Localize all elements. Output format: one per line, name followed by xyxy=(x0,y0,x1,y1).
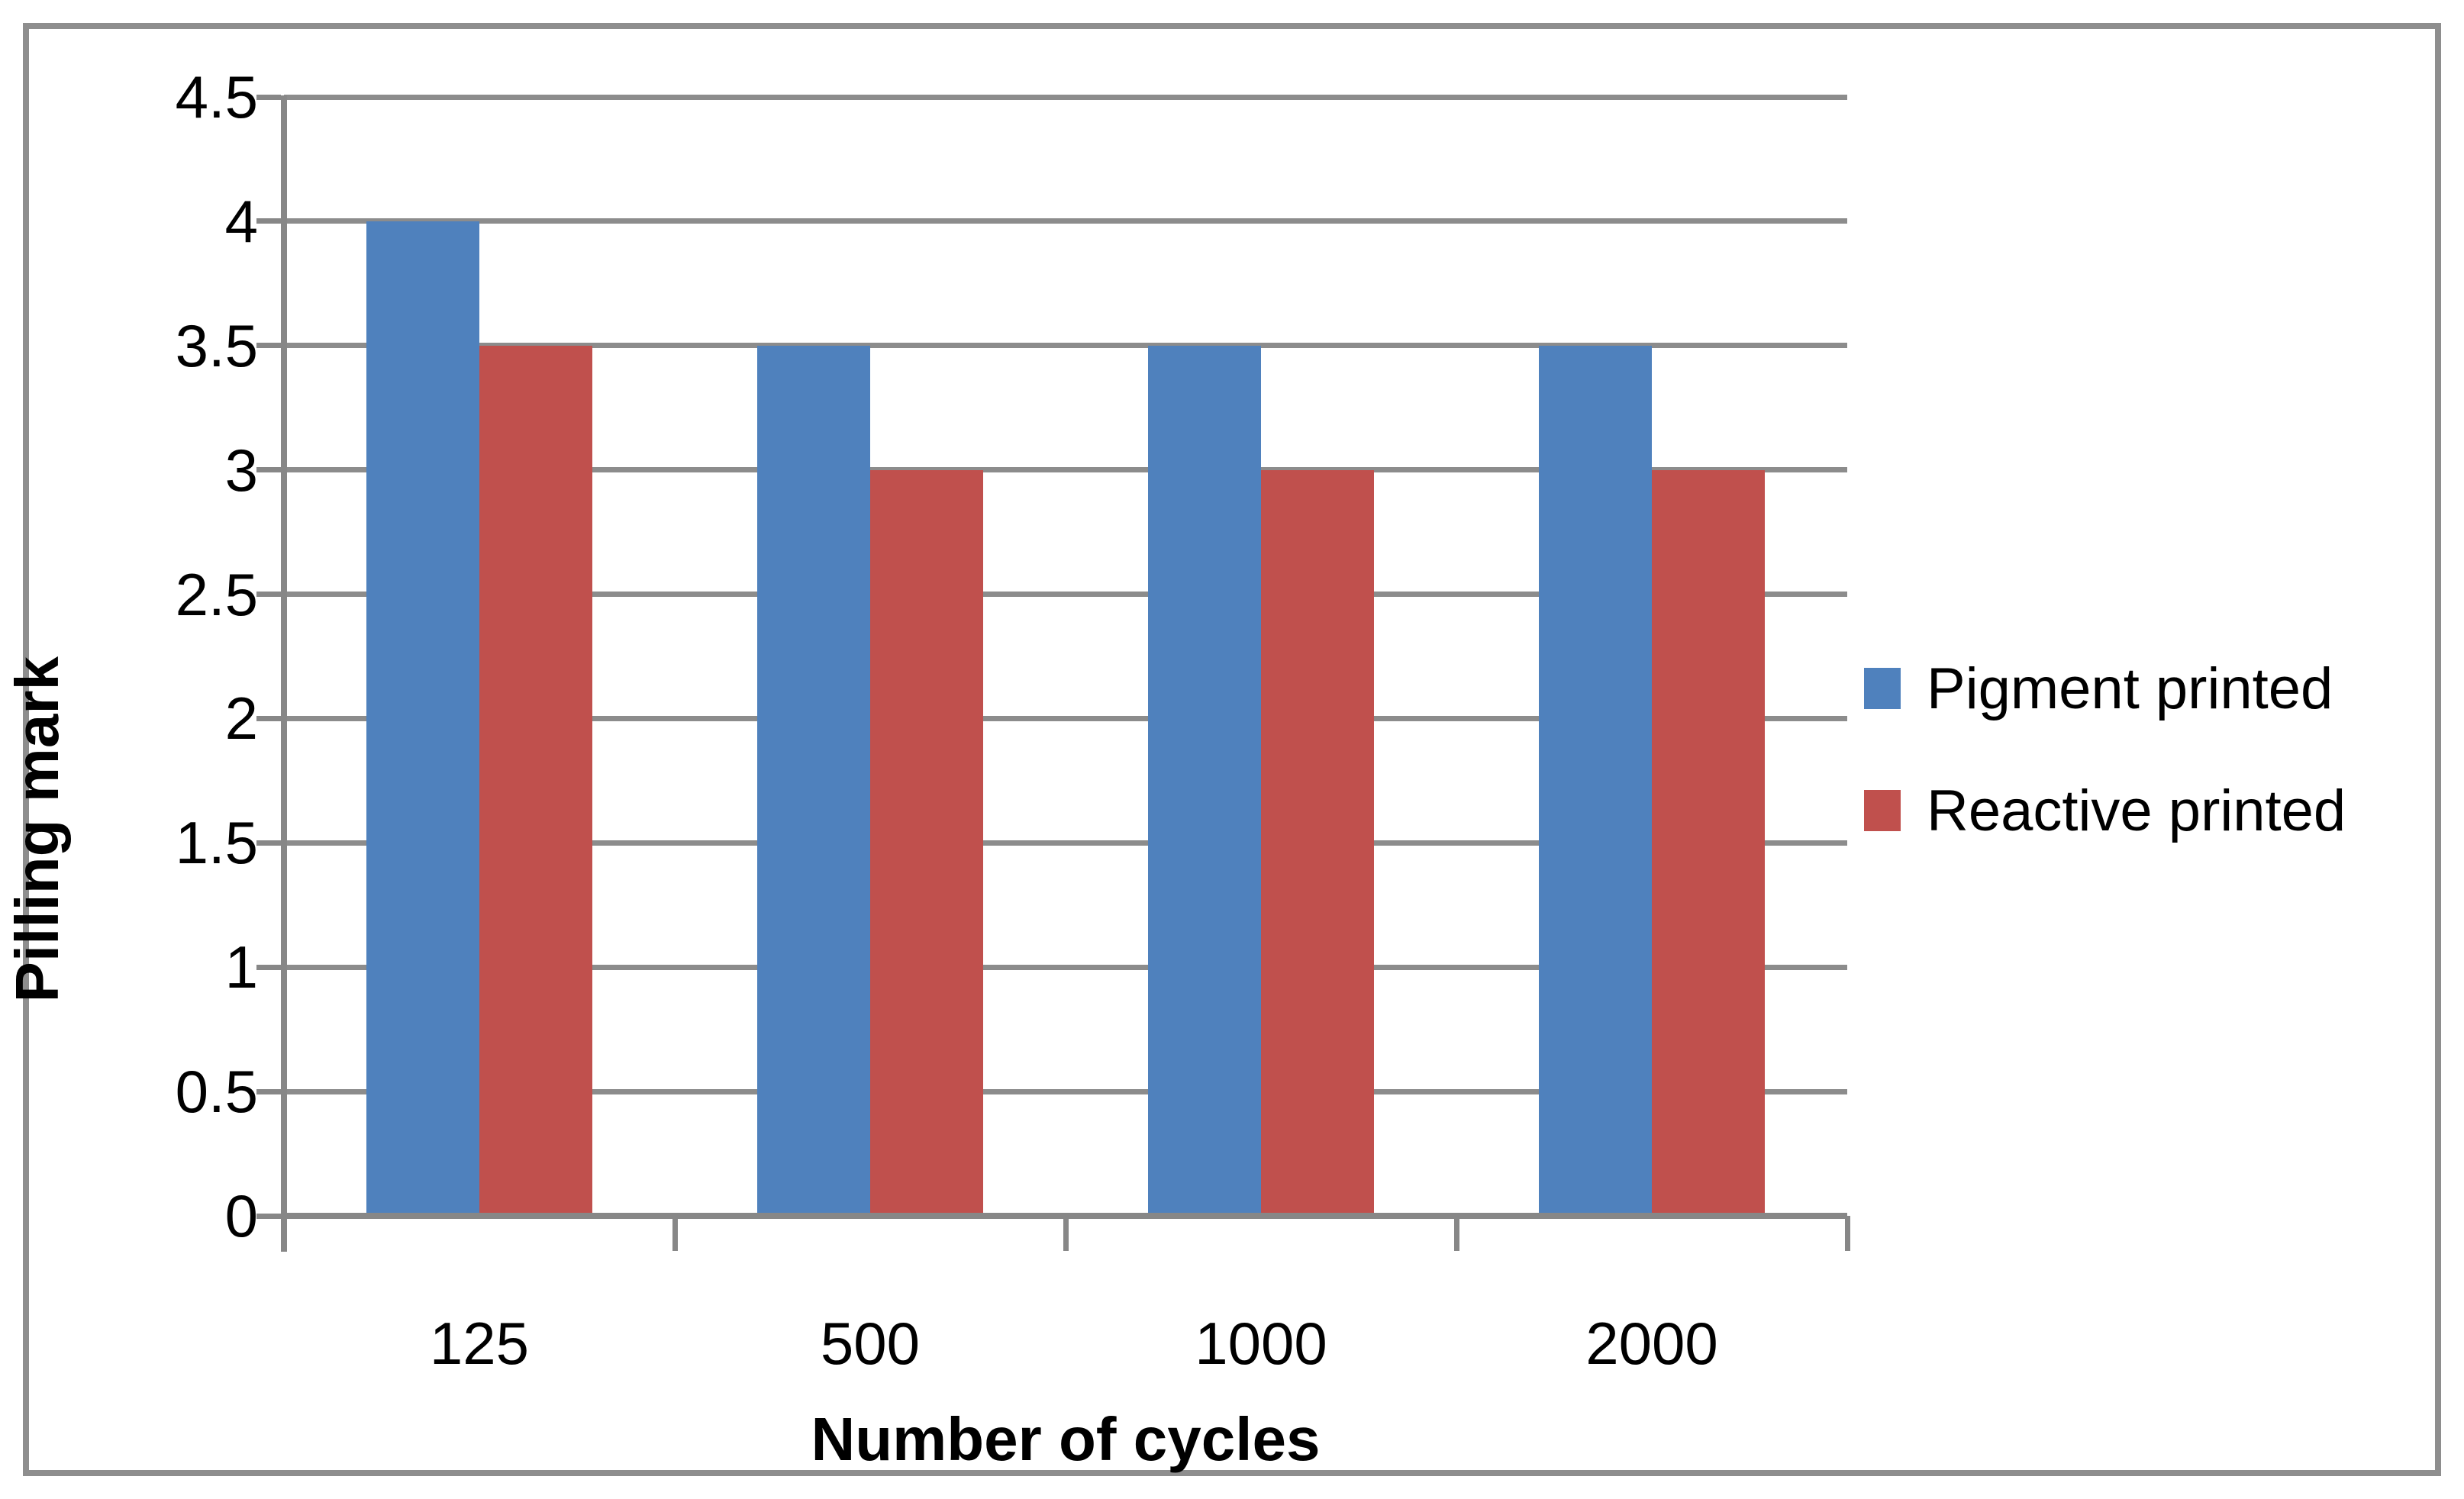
y-tick-label-1.5: 1.5 xyxy=(175,809,258,877)
y-tick-label-4.5: 4.5 xyxy=(175,63,258,131)
y-tick-label-1: 1 xyxy=(224,933,258,1001)
x-tick-mark-1 xyxy=(672,1216,678,1251)
gridline-3.5 xyxy=(284,343,1847,349)
y-tick-label-4: 4 xyxy=(224,187,258,255)
y-tick-label-2: 2 xyxy=(224,685,258,753)
legend-label-pigment-printed: Pigment printed xyxy=(1927,656,2333,721)
y-tick-label-3: 3 xyxy=(224,436,258,504)
x-tick-mark-0 xyxy=(281,1216,287,1251)
y-axis-line xyxy=(281,95,287,1252)
y-tick-mark-4 xyxy=(256,218,281,224)
x-axis-title: Number of cycles xyxy=(811,1405,1321,1473)
bar-group-125 xyxy=(284,97,675,1216)
bar-group-1000 xyxy=(1066,97,1456,1216)
gridline-1 xyxy=(284,964,1847,970)
x-tick-mark-3 xyxy=(1453,1216,1459,1251)
bar-pigment-printed-1000 xyxy=(1148,345,1261,1216)
y-tick-mark-4.5 xyxy=(256,94,281,100)
bar-reactive-printed-500 xyxy=(870,469,983,1216)
legend-item-reactive-printed: Reactive printed xyxy=(1864,769,2346,853)
x-category-label-1000: 1000 xyxy=(1195,1310,1327,1377)
y-tick-mark-2.5 xyxy=(256,592,281,598)
gridline-1.5 xyxy=(284,840,1847,846)
gridline-4.5 xyxy=(284,94,1847,100)
legend-swatch-pigment-printed xyxy=(1864,668,1901,709)
bar-group-500 xyxy=(675,97,1066,1216)
y-tick-mark-0 xyxy=(256,1213,281,1219)
y-tick-label-2.5: 2.5 xyxy=(175,560,258,628)
bar-pigment-printed-2000 xyxy=(1539,345,1652,1216)
legend-label-reactive-printed: Reactive printed xyxy=(1927,778,2346,843)
y-tick-label-0.5: 0.5 xyxy=(175,1058,258,1126)
x-tick-mark-2 xyxy=(1063,1216,1069,1251)
y-tick-label-0: 0 xyxy=(224,1182,258,1249)
gridline-3 xyxy=(284,467,1847,473)
y-tick-mark-0.5 xyxy=(256,1088,281,1094)
bar-reactive-printed-2000 xyxy=(1652,469,1765,1216)
legend-item-pigment-printed: Pigment printed xyxy=(1864,646,2333,730)
gridline-2.5 xyxy=(284,592,1847,598)
bar-reactive-printed-125 xyxy=(479,345,592,1216)
chart-border-frame xyxy=(23,23,2441,1476)
gridline-4 xyxy=(284,218,1847,224)
y-tick-mark-3.5 xyxy=(256,343,281,349)
bar-pigment-printed-125 xyxy=(366,221,479,1216)
bar-group-2000 xyxy=(1456,97,1847,1216)
plot-area xyxy=(256,94,1850,1252)
x-tick-mark-4 xyxy=(1844,1216,1850,1251)
y-tick-mark-1.5 xyxy=(256,840,281,846)
x-category-label-2000: 2000 xyxy=(1585,1310,1718,1377)
y-tick-mark-2 xyxy=(256,715,281,721)
x-category-label-500: 500 xyxy=(820,1310,921,1377)
y-tick-label-3.5: 3.5 xyxy=(175,311,258,379)
legend-swatch-reactive-printed xyxy=(1864,790,1901,831)
gridline-0.5 xyxy=(284,1088,1847,1094)
bar-pigment-printed-500 xyxy=(757,345,870,1216)
y-tick-mark-1 xyxy=(256,964,281,970)
y-tick-mark-3 xyxy=(256,467,281,473)
bar-reactive-printed-1000 xyxy=(1261,469,1374,1216)
gridline-2 xyxy=(284,715,1847,721)
x-category-label-125: 125 xyxy=(429,1310,530,1377)
